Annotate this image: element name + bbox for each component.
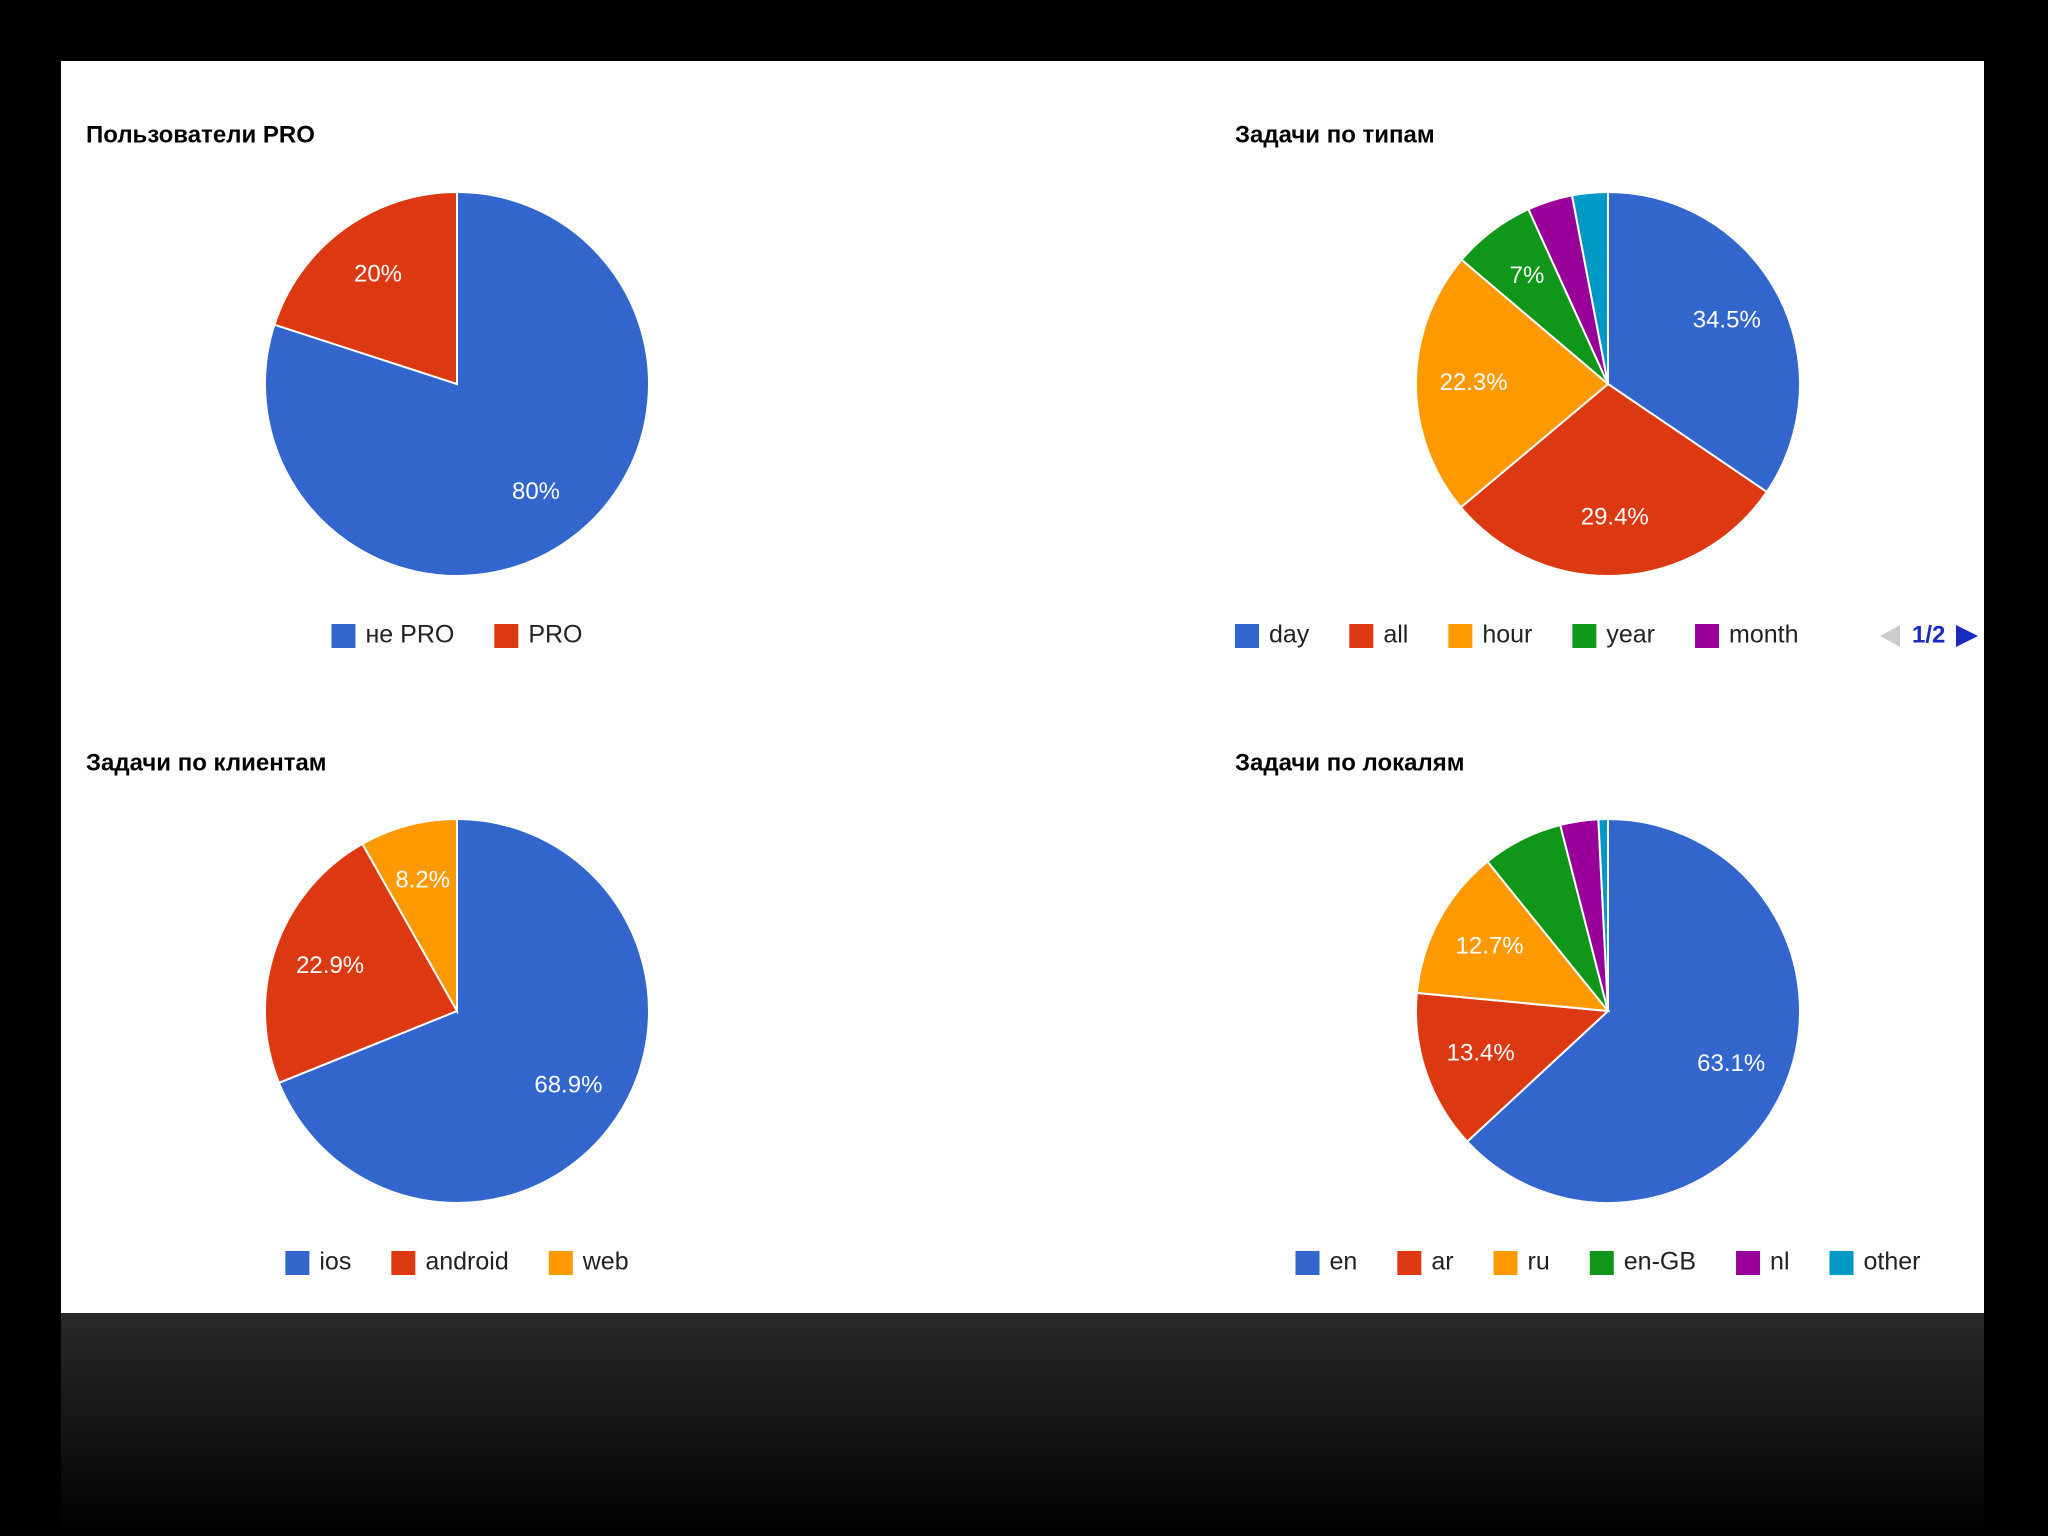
legend-swatch (1235, 624, 1259, 648)
legend-swatch (1829, 1251, 1854, 1275)
legend-swatch (391, 1251, 416, 1275)
legend-swatch (1572, 624, 1597, 648)
legend-swatch (1493, 1251, 1518, 1275)
legend-swatch (1736, 1251, 1761, 1275)
reflection (61, 1313, 1984, 1536)
slice-label: 22.9% (296, 952, 364, 979)
legend-next[interactable] (1956, 625, 1978, 647)
legend-label: day (1269, 621, 1310, 649)
pie-slice (1570, 190, 1609, 385)
pie-slice (1415, 860, 1611, 1013)
legend-page: 1/2 (1912, 621, 1945, 648)
legend-label: year (1606, 621, 1655, 649)
legend-label: month (1729, 621, 1798, 649)
pie-slice (264, 842, 459, 1085)
slice-label: 13.4% (1447, 1039, 1515, 1066)
pie-slice (277, 817, 650, 1204)
slice-label: 34.5% (1693, 306, 1761, 333)
legend: day all hour year month (1235, 621, 1799, 649)
pie-slice (1465, 817, 1801, 1204)
pie-chart: Задачи по клиентам 68.9% 22.9% 8.2% ios andro… (86, 749, 650, 1276)
chart-title: Пользователи PRO (86, 121, 315, 148)
slice-label: 80% (512, 478, 560, 505)
legend-label: other (1864, 1248, 1921, 1276)
pie-slice (273, 190, 458, 386)
legend-swatch (331, 624, 356, 648)
legend: ios android web (285, 1248, 629, 1276)
pie-slice (1459, 382, 1769, 577)
legend-swatch (1295, 1251, 1320, 1275)
slice-label: 12.7% (1456, 933, 1524, 960)
legend-label: web (582, 1248, 629, 1276)
legend-swatch (1448, 624, 1473, 648)
legend-swatch (1349, 624, 1374, 648)
legend-label: не PRO (365, 621, 454, 649)
slice-label: 20% (354, 261, 402, 288)
slice-label: 7% (1510, 262, 1545, 289)
legend-swatch (1397, 1251, 1422, 1275)
legend-swatch (285, 1251, 310, 1275)
legend-label: en-GB (1624, 1248, 1696, 1276)
pie-slice (264, 190, 650, 577)
pie-slice (1414, 258, 1610, 509)
pie-slice (1607, 190, 1801, 494)
legend-label: ru (1528, 1248, 1550, 1276)
legend-swatch (494, 624, 519, 648)
pie-slice (1415, 991, 1611, 1143)
legend-label: hour (1482, 621, 1532, 649)
pie-chart: Пользователи PRO 80% 20% не PRO PRO (86, 121, 650, 649)
legend: en ar ru en-GB nl other (1295, 1248, 1921, 1276)
legend-label: ar (1431, 1248, 1453, 1276)
pie-slice (361, 817, 458, 1015)
legend: не PRO PRO (331, 621, 583, 649)
legend-swatch (548, 1251, 573, 1275)
pie-chart: Задачи по типам 34.5% 29.4% 22.3% 7% day all ho… (1235, 121, 1978, 649)
legend-label: android (425, 1248, 508, 1276)
chart-title: Задачи по типам (1235, 121, 1435, 148)
legend-prev (1880, 625, 1900, 647)
slice-label: 8.2% (395, 866, 450, 893)
legend-swatch (1695, 624, 1720, 648)
chart-title: Задачи по клиентам (86, 749, 327, 776)
slice-label: 29.4% (1581, 504, 1649, 531)
legend-label: en (1330, 1248, 1358, 1276)
slice-label: 22.3% (1440, 369, 1508, 396)
slice-label: 63.1% (1697, 1050, 1765, 1077)
legend-swatch (1589, 1251, 1614, 1275)
pie-slice (1597, 817, 1609, 1012)
legend-label: all (1383, 621, 1408, 649)
slice-label: 68.9% (534, 1072, 602, 1099)
legend-label: ios (319, 1248, 351, 1276)
legend-label: nl (1770, 1248, 1789, 1276)
legend-label: PRO (528, 621, 582, 649)
charts: Пользователи PRO 80% 20% не PRO PRO Задачи по… (86, 121, 1978, 1276)
chart-title: Задачи по локалям (1235, 749, 1465, 776)
